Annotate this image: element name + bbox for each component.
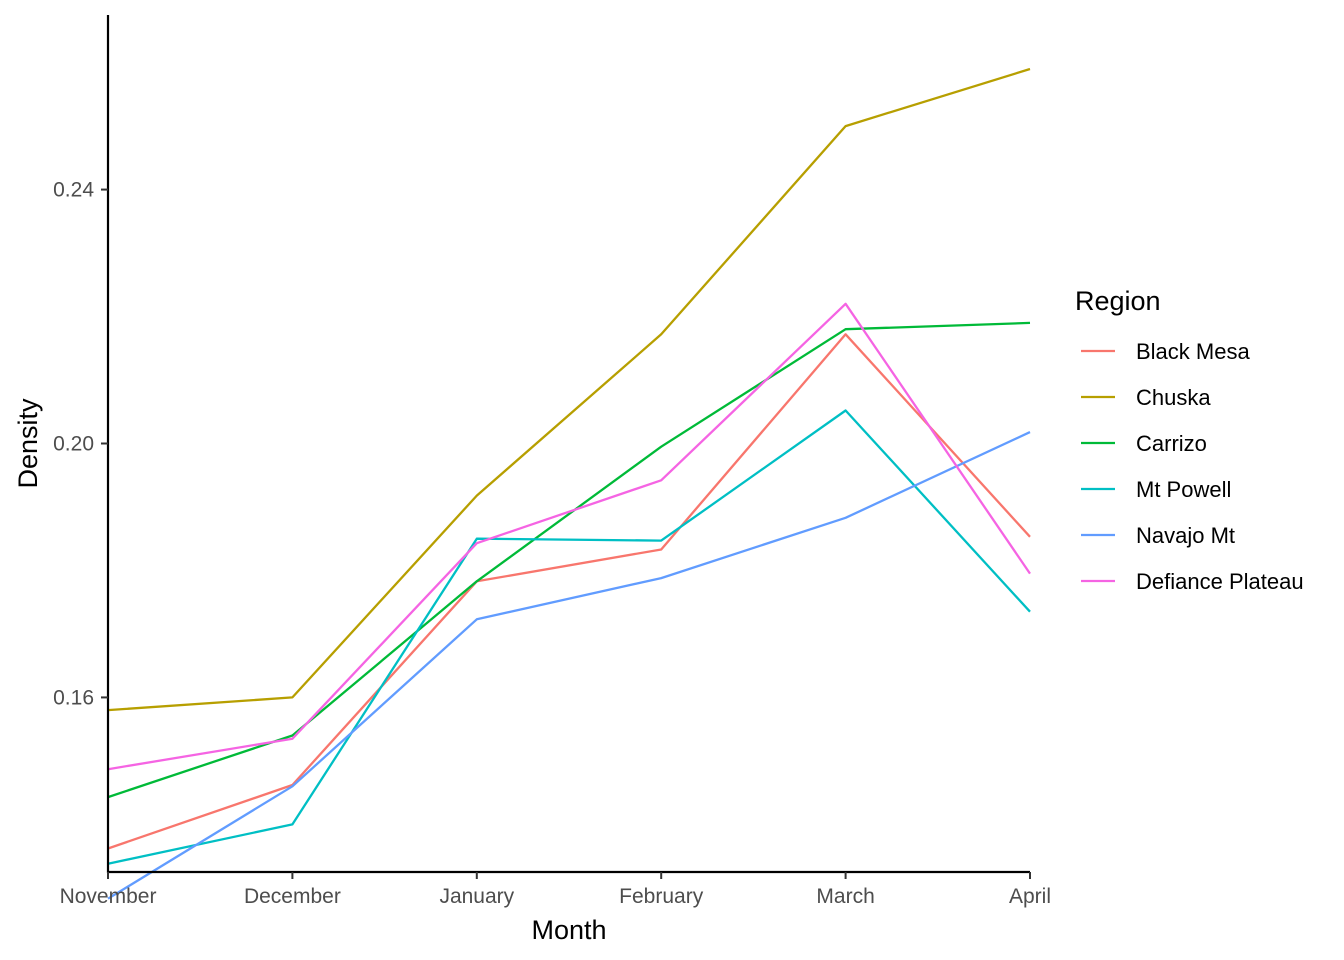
legend: Region Black Mesa Chuska Carrizo Mt Powell N… <box>1075 286 1304 594</box>
y-tick-label: 0.24 <box>53 179 94 202</box>
x-axis-title: Month <box>531 915 606 945</box>
legend-label: Black Mesa <box>1136 339 1250 364</box>
series-line-black-mesa <box>107 333 1031 850</box>
x-tick-label: February <box>619 885 704 908</box>
y-axis-ticks: 0.16 0.20 0.24 <box>53 179 108 709</box>
series-line-chuska <box>107 67 1031 712</box>
legend-label: Carrizo <box>1136 431 1207 456</box>
x-axis-ticks: November December January February March Apri… <box>60 872 1051 908</box>
series-line-defiance-plateau <box>107 302 1031 771</box>
x-tick-label: January <box>439 885 514 908</box>
y-tick-label: 0.16 <box>53 686 94 709</box>
series-line-navajo-mt <box>107 431 1031 900</box>
y-tick-label: 0.20 <box>53 433 94 456</box>
series-line-mt-powell <box>107 409 1031 865</box>
x-tick-label: November <box>60 885 157 908</box>
x-tick-label: April <box>1009 885 1051 908</box>
x-tick-label: March <box>816 885 874 908</box>
legend-label: Defiance Plateau <box>1136 569 1304 594</box>
series-lines <box>107 67 1031 900</box>
legend-label: Chuska <box>1136 385 1211 410</box>
legend-items: Black Mesa Chuska Carrizo Mt Powell Navajo M… <box>1081 339 1304 594</box>
x-tick-label: December <box>244 885 341 908</box>
y-axis-title: Density <box>13 398 43 489</box>
legend-label: Navajo Mt <box>1136 523 1235 548</box>
series-line-carrizo <box>107 321 1031 799</box>
axes <box>106 15 1030 874</box>
legend-title: Region <box>1075 286 1161 316</box>
legend-label: Mt Powell <box>1136 477 1231 502</box>
